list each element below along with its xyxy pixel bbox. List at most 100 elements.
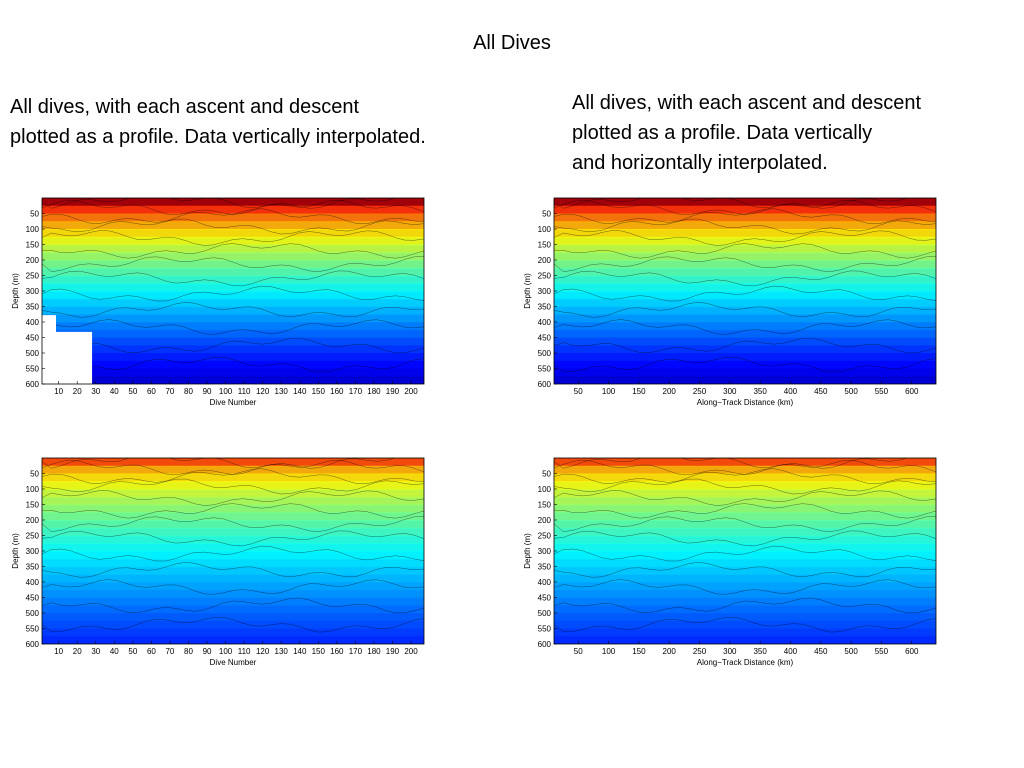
y-tick-label: 150	[26, 241, 40, 250]
depth-band	[554, 473, 936, 483]
contour-line	[554, 198, 908, 209]
depth-band	[554, 205, 936, 215]
depth-band	[42, 574, 424, 583]
depth-band	[42, 512, 424, 521]
contour-line	[42, 302, 424, 318]
depth-band	[554, 252, 936, 261]
depth-band	[554, 558, 936, 568]
depth-band	[554, 504, 936, 514]
temp-dive-number-chart: 50 100 150 200 250 300 350 400 450 500 550 600 10 20 3…	[8, 190, 428, 420]
contour-line	[42, 490, 424, 506]
depth-band	[42, 252, 424, 261]
x-tick-label: 350	[753, 647, 767, 656]
y-tick-label: 600	[26, 640, 40, 649]
contour-line	[554, 468, 936, 484]
contour-line	[554, 319, 936, 335]
y-tick-label: 250	[26, 272, 40, 281]
y-tick-label: 400	[538, 578, 552, 587]
y-tick-label: 200	[538, 516, 552, 525]
x-axis-label: Along−Track Distance (km)	[697, 658, 794, 667]
depth-band	[42, 551, 424, 560]
contour-line	[42, 458, 396, 469]
depth-band	[42, 636, 424, 644]
depth-band	[554, 275, 936, 285]
x-tick-label: 450	[814, 387, 828, 396]
depth-band	[554, 337, 936, 347]
x-tick-label: 180	[367, 387, 381, 396]
x-tick-label: 80	[184, 647, 193, 656]
salinity-along-track-svg: 50 100 150 200 250 300 350 400 450 500 550 600 50 100…	[523, 457, 937, 667]
contour-line	[554, 458, 908, 469]
depth-band	[42, 605, 424, 614]
depth-band	[42, 345, 424, 354]
depth-band	[42, 329, 424, 339]
depth-band	[554, 481, 936, 490]
depth-band	[554, 345, 936, 354]
y-tick-label: 100	[26, 225, 40, 234]
y-tick-label: 100	[538, 225, 552, 234]
depth-band	[42, 306, 424, 316]
x-tick-label: 70	[165, 387, 174, 396]
contour-line	[42, 319, 424, 335]
y-tick-label: 300	[538, 547, 552, 556]
x-tick-label: 250	[693, 647, 707, 656]
contour-line	[42, 579, 424, 595]
x-tick-label: 200	[404, 647, 418, 656]
depth-band	[42, 213, 424, 223]
x-tick-label: 200	[663, 387, 677, 396]
depth-band	[554, 322, 936, 331]
contour-line	[554, 597, 936, 614]
depth-band	[42, 496, 424, 506]
depth-band	[42, 535, 424, 545]
x-tick-label: 190	[386, 387, 400, 396]
x-axis-label: Along−Track Distance (km)	[697, 398, 794, 407]
x-tick-label: 20	[73, 647, 82, 656]
contour-line	[554, 230, 936, 246]
y-axis-label: Depth (m)	[11, 273, 20, 309]
y-tick-label: 500	[26, 349, 40, 358]
contour-line	[42, 285, 424, 302]
depth-band	[554, 535, 936, 545]
depth-band	[554, 512, 936, 521]
x-tick-label: 120	[256, 387, 270, 396]
x-tick-label: 150	[312, 387, 326, 396]
depth-band	[42, 597, 424, 607]
y-tick-label: 100	[26, 485, 40, 494]
y-tick-label: 400	[26, 318, 40, 327]
x-tick-label: 50	[574, 387, 583, 396]
y-tick-label: 500	[538, 609, 552, 618]
y-tick-label: 150	[538, 241, 552, 250]
depth-band	[554, 298, 936, 308]
depth-band	[42, 628, 424, 638]
heatmap-field	[42, 458, 424, 644]
contour-line	[554, 218, 936, 235]
x-tick-label: 450	[814, 647, 828, 656]
y-tick-label: 350	[538, 563, 552, 572]
x-tick-label: 120	[256, 647, 270, 656]
depth-band	[42, 481, 424, 490]
x-tick-label: 500	[844, 387, 858, 396]
x-tick-label: 100	[219, 387, 233, 396]
x-tick-label: 250	[693, 387, 707, 396]
contour-line	[554, 478, 936, 495]
x-tick-label: 150	[312, 647, 326, 656]
contour-line	[42, 468, 424, 484]
x-tick-label: 100	[602, 647, 616, 656]
y-tick-label: 450	[538, 594, 552, 603]
depth-band	[42, 473, 424, 483]
y-tick-label: 250	[538, 272, 552, 281]
depth-band	[42, 360, 424, 370]
depth-band	[42, 198, 424, 207]
depth-band	[42, 589, 424, 599]
y-tick-label: 150	[538, 501, 552, 510]
x-tick-label: 90	[203, 647, 212, 656]
x-tick-label: 160	[330, 647, 344, 656]
y-tick-label: 300	[26, 547, 40, 556]
depth-band	[42, 489, 424, 498]
contour-line	[554, 545, 936, 562]
x-tick-label: 110	[238, 647, 251, 656]
depth-band	[554, 314, 936, 323]
depth-band	[42, 458, 424, 467]
depth-band	[42, 558, 424, 568]
x-tick-label: 550	[875, 647, 889, 656]
